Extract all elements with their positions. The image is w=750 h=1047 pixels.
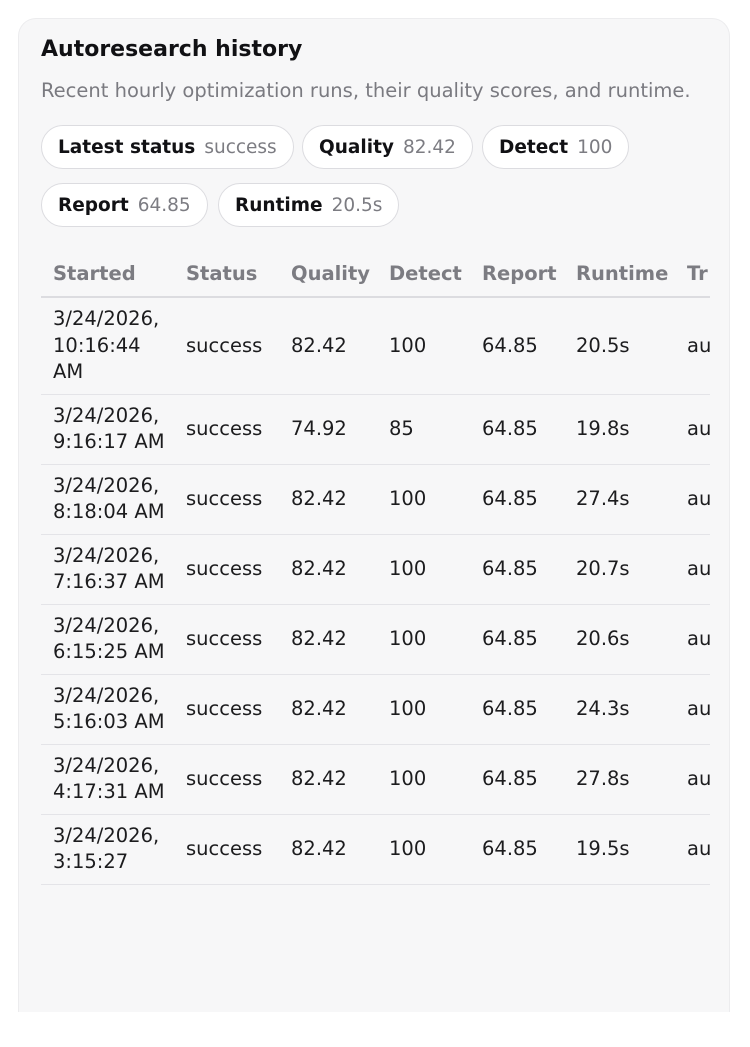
cell-quality: 82.42	[279, 674, 377, 745]
pill-value: success	[204, 136, 277, 158]
table-row[interactable]: 3/24/2026, 10:16:44 AM success 82.42 100…	[41, 297, 710, 395]
cell-status: success	[174, 297, 279, 395]
cell-trigger: au	[675, 604, 710, 675]
column-header-detect[interactable]: Detect	[377, 251, 470, 298]
cell-quality: 82.42	[279, 297, 377, 395]
cell-detect: 100	[377, 534, 470, 605]
table-header-row: Started Status Quality Detect Report Run…	[41, 251, 710, 298]
table-row[interactable]: 3/24/2026, 3:15:27 success 82.42 100 64.…	[41, 814, 710, 885]
pill-label: Detect	[499, 136, 569, 158]
cell-started: 3/24/2026, 10:16:44 AM	[41, 297, 174, 395]
cell-started: 3/24/2026, 4:17:31 AM	[41, 744, 174, 815]
summary-pill-quality: Quality 82.42	[302, 125, 473, 169]
column-header-trigger[interactable]: Tr	[675, 251, 710, 298]
history-table-scroll[interactable]: Started Status Quality Detect Report Run…	[41, 251, 710, 1012]
pill-value: 20.5s	[331, 194, 383, 216]
cell-trigger: au	[675, 744, 710, 815]
cell-runtime: 24.3s	[564, 674, 675, 745]
cell-trigger: au	[675, 674, 710, 745]
column-header-status[interactable]: Status	[174, 251, 279, 298]
cell-trigger: au	[675, 297, 710, 395]
pill-label: Latest status	[58, 136, 196, 158]
cell-report: 64.85	[470, 464, 564, 535]
cell-started: 3/24/2026, 9:16:17 AM	[41, 394, 174, 465]
pill-label: Runtime	[235, 194, 323, 216]
cell-report: 64.85	[470, 674, 564, 745]
cell-status: success	[174, 814, 279, 885]
table-row[interactable]: 3/24/2026, 5:16:03 AM success 82.42 100 …	[41, 674, 710, 745]
cell-runtime: 19.8s	[564, 394, 675, 465]
cell-report: 64.85	[470, 744, 564, 815]
cell-started: 3/24/2026, 6:15:25 AM	[41, 604, 174, 675]
cell-started: 3/24/2026, 8:18:04 AM	[41, 464, 174, 535]
cell-report: 64.85	[470, 394, 564, 465]
cell-status: success	[174, 464, 279, 535]
cell-detect: 100	[377, 464, 470, 535]
table-row[interactable]: 3/24/2026, 7:16:37 AM success 82.42 100 …	[41, 534, 710, 605]
cell-detect: 100	[377, 814, 470, 885]
pill-value: 100	[577, 136, 613, 158]
cell-detect: 100	[377, 297, 470, 395]
cell-report: 64.85	[470, 604, 564, 675]
table-row[interactable]: 3/24/2026, 4:17:31 AM success 82.42 100 …	[41, 744, 710, 815]
column-header-quality[interactable]: Quality	[279, 251, 377, 298]
cell-trigger: au	[675, 394, 710, 465]
summary-pill-latest-status: Latest status success	[41, 125, 294, 169]
cell-report: 64.85	[470, 297, 564, 395]
cell-quality: 82.42	[279, 814, 377, 885]
history-card: Autoresearch history Recent hourly optim…	[18, 18, 730, 1012]
pill-value: 82.42	[402, 136, 456, 158]
cell-started: 3/24/2026, 5:16:03 AM	[41, 674, 174, 745]
cell-status: success	[174, 534, 279, 605]
table-row[interactable]: 3/24/2026, 8:18:04 AM success 82.42 100 …	[41, 464, 710, 535]
cell-runtime: 20.7s	[564, 534, 675, 605]
cell-runtime: 20.5s	[564, 297, 675, 395]
card-title: Autoresearch history	[41, 37, 303, 62]
cell-quality: 74.92	[279, 394, 377, 465]
cell-detect: 100	[377, 604, 470, 675]
cell-quality: 82.42	[279, 464, 377, 535]
cell-trigger: au	[675, 464, 710, 535]
history-table: Started Status Quality Detect Report Run…	[41, 251, 710, 885]
cell-runtime: 20.6s	[564, 604, 675, 675]
table-row[interactable]: 3/24/2026, 6:15:25 AM success 82.42 100 …	[41, 604, 710, 675]
cell-status: success	[174, 674, 279, 745]
cell-runtime: 27.4s	[564, 464, 675, 535]
cell-quality: 82.42	[279, 604, 377, 675]
cell-started: 3/24/2026, 7:16:37 AM	[41, 534, 174, 605]
cell-trigger: au	[675, 534, 710, 605]
column-header-report[interactable]: Report	[470, 251, 564, 298]
column-header-started[interactable]: Started	[41, 251, 174, 298]
cell-report: 64.85	[470, 814, 564, 885]
cell-status: success	[174, 604, 279, 675]
pill-label: Quality	[319, 136, 394, 158]
pill-value: 64.85	[137, 194, 191, 216]
column-header-runtime[interactable]: Runtime	[564, 251, 675, 298]
cell-runtime: 27.8s	[564, 744, 675, 815]
cell-trigger: au	[675, 814, 710, 885]
cell-started: 3/24/2026, 3:15:27	[41, 814, 174, 885]
cell-status: success	[174, 744, 279, 815]
cell-detect: 100	[377, 674, 470, 745]
cell-quality: 82.42	[279, 534, 377, 605]
table-row[interactable]: 3/24/2026, 9:16:17 AM success 74.92 85 6…	[41, 394, 710, 465]
summary-pill-detect: Detect 100	[482, 125, 630, 169]
card-subtitle: Recent hourly optimization runs, their q…	[41, 79, 691, 102]
cell-detect: 85	[377, 394, 470, 465]
cell-status: success	[174, 394, 279, 465]
summary-pill-runtime: Runtime 20.5s	[218, 183, 400, 227]
cell-detect: 100	[377, 744, 470, 815]
cell-runtime: 19.5s	[564, 814, 675, 885]
summary-pill-report: Report 64.85	[41, 183, 208, 227]
cell-report: 64.85	[470, 534, 564, 605]
cell-quality: 82.42	[279, 744, 377, 815]
pill-label: Report	[58, 194, 129, 216]
